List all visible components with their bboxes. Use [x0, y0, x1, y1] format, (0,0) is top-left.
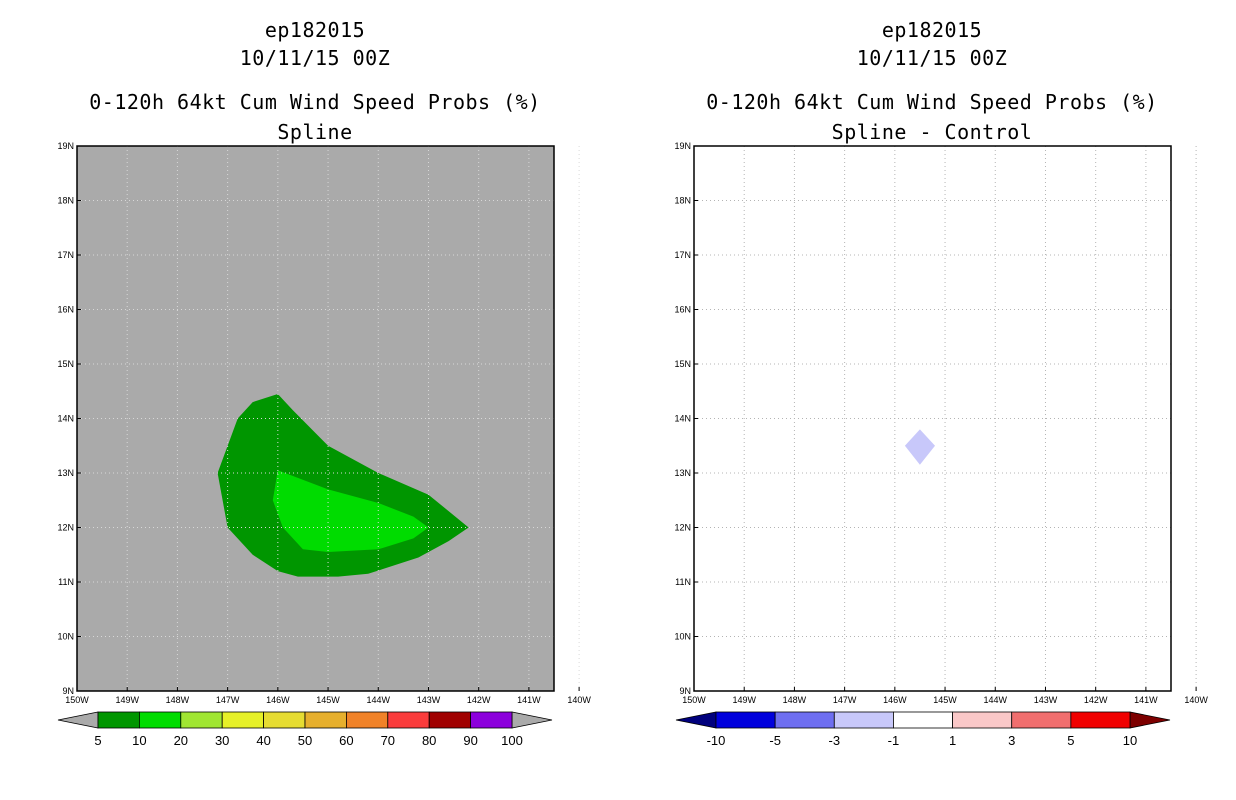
left-subtitle: Spline: [277, 120, 353, 144]
p1-colorbar-segment-3: [893, 711, 953, 729]
p1-plot-background: [694, 146, 1171, 691]
p1-y-tick-label-10N: 10N: [674, 632, 691, 642]
left-storm-id: ep182015: [264, 18, 366, 42]
p0-colorbar-label-20: 20: [174, 733, 188, 748]
right-subtitle: Spline - Control: [831, 120, 1033, 144]
p1-contour--3to-1: [904, 429, 935, 465]
p0-colorbar-segment-0: [97, 711, 140, 729]
p0-colorbar-label-90: 90: [463, 733, 477, 748]
p1-colorbar-label-3: 3: [1008, 733, 1015, 748]
p0-y-tick-label-18N: 18N: [57, 196, 74, 206]
p0-x-tick-label-146W: 146W: [266, 695, 290, 705]
p1-colorbar-low-arrow: [675, 711, 717, 729]
p0-plot-background: [77, 146, 554, 691]
p0-x-tick-label-149W: 149W: [115, 695, 139, 705]
p1-x-tick-label-140W: 140W: [1184, 695, 1208, 705]
left-title: 0-120h 64kt Cum Wind Speed Probs (%): [89, 90, 541, 114]
p1-colorbar-label--5: -5: [769, 733, 781, 748]
p1-colorbar-segment-4: [952, 711, 1013, 729]
p0-y-tick-label-17N: 17N: [57, 250, 74, 260]
p0-colorbar-segment-5: [304, 711, 347, 729]
p0-contour-10-20: [272, 470, 429, 552]
p1-colorbar-label-1: 1: [949, 733, 956, 748]
p0-colorbar-segment-3: [221, 711, 264, 729]
p0-x-tick-label-143W: 143W: [417, 695, 441, 705]
p0-colorbar-segment-4: [263, 711, 306, 729]
p0-colorbar-label-40: 40: [256, 733, 270, 748]
p0-colorbar-high-arrow: [511, 711, 553, 729]
p1-y-tick-label-13N: 13N: [674, 468, 691, 478]
p1-x-tick-label-147W: 147W: [833, 695, 857, 705]
p0-colorbar-segment-7: [387, 711, 430, 729]
p1-x-tick-label-149W: 149W: [732, 695, 756, 705]
p0-colorbar-label-80: 80: [422, 733, 436, 748]
p0-colorbar-label-30: 30: [215, 733, 229, 748]
p1-colorbar-segment-6: [1070, 711, 1131, 729]
p1-colorbar-segment-1: [774, 711, 835, 729]
p1-y-tick-label-16N: 16N: [674, 305, 691, 315]
p1-colorbar-label--3: -3: [829, 733, 841, 748]
p0-colorbar-segment-9: [470, 711, 513, 729]
p0-colorbar-segment-6: [345, 711, 389, 729]
p0-x-tick-label-148W: 148W: [166, 695, 190, 705]
p1-y-tick-label-12N: 12N: [674, 523, 691, 533]
p0-y-tick-label-14N: 14N: [57, 414, 74, 424]
p1-y-tick-label-14N: 14N: [674, 414, 691, 424]
p0-x-tick-label-147W: 147W: [216, 695, 240, 705]
p1-colorbar-segment-5: [1011, 711, 1072, 729]
p0-x-tick-label-144W: 144W: [367, 695, 391, 705]
p0-x-tick-label-140W: 140W: [567, 695, 591, 705]
p1-colorbar-label--10: -10: [707, 733, 726, 748]
p1-colorbar-label-5: 5: [1067, 733, 1074, 748]
p0-colorbar-low-arrow: [57, 711, 99, 729]
p0-colorbar-segment-1: [138, 711, 182, 729]
p1-x-tick-label-141W: 141W: [1134, 695, 1158, 705]
p0-x-tick-label-142W: 142W: [467, 695, 491, 705]
p1-colorbar-segment-0: [715, 711, 776, 729]
p1-y-tick-label-11N: 11N: [675, 577, 691, 587]
p0-colorbar-segment-2: [180, 711, 223, 729]
p0-x-tick-label-150W: 150W: [65, 695, 89, 705]
right-title: 0-120h 64kt Cum Wind Speed Probs (%): [706, 90, 1158, 114]
p1-y-tick-label-19N: 19N: [674, 141, 691, 151]
p0-colorbar-label-50: 50: [298, 733, 312, 748]
p0-colorbar-label-60: 60: [339, 733, 353, 748]
p0-colorbar-label-100: 100: [501, 733, 523, 748]
p0-colorbar-label-5: 5: [94, 733, 101, 748]
p0-y-tick-label-16N: 16N: [57, 305, 74, 315]
p0-y-tick-label-13N: 13N: [57, 468, 74, 478]
p0-y-tick-label-15N: 15N: [57, 359, 74, 369]
p0-y-tick-label-19N: 19N: [57, 141, 74, 151]
p1-colorbar-segment-2: [833, 711, 894, 729]
p1-y-tick-label-18N: 18N: [674, 196, 691, 206]
p1-colorbar-high-arrow: [1129, 711, 1171, 729]
p1-y-tick-label-17N: 17N: [674, 250, 691, 260]
p0-colorbar-segment-8: [428, 711, 472, 729]
p0-colorbar-label-70: 70: [381, 733, 395, 748]
p0-x-tick-label-145W: 145W: [316, 695, 340, 705]
p1-y-tick-label-9N: 9N: [679, 686, 691, 696]
p1-x-tick-label-146W: 146W: [883, 695, 907, 705]
p1-x-tick-label-150W: 150W: [682, 695, 706, 705]
p0-x-tick-label-141W: 141W: [517, 695, 541, 705]
p1-x-tick-label-144W: 144W: [984, 695, 1008, 705]
p0-y-tick-label-11N: 11N: [58, 577, 74, 587]
p0-y-tick-label-10N: 10N: [57, 632, 74, 642]
p0-y-tick-label-12N: 12N: [57, 523, 74, 533]
right-date: 10/11/15 00Z: [856, 46, 1008, 70]
p0-colorbar-label-10: 10: [132, 733, 146, 748]
p1-x-tick-label-145W: 145W: [933, 695, 957, 705]
p1-colorbar-label--1: -1: [888, 733, 900, 748]
p1-x-tick-label-148W: 148W: [783, 695, 807, 705]
left-date: 10/11/15 00Z: [239, 46, 391, 70]
right-storm-id: ep182015: [881, 18, 983, 42]
p1-x-tick-label-142W: 142W: [1084, 695, 1108, 705]
p0-y-tick-label-9N: 9N: [62, 686, 74, 696]
p1-x-tick-label-143W: 143W: [1034, 695, 1058, 705]
p1-colorbar-label-10: 10: [1123, 733, 1137, 748]
p1-y-tick-label-15N: 15N: [674, 359, 691, 369]
